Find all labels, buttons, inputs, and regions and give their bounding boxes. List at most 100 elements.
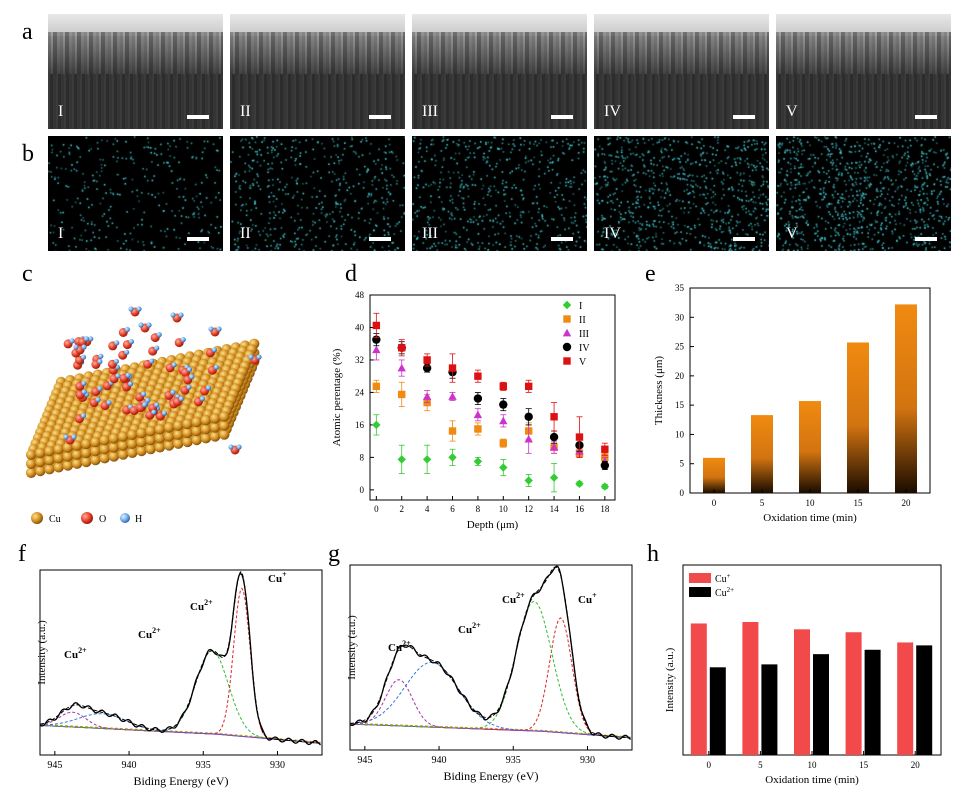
eds-map-V: V <box>776 136 951 251</box>
bar-cu-plus-5 <box>742 622 759 755</box>
legend-label: III <box>579 329 589 340</box>
bar-cu2-plus-0 <box>709 667 726 755</box>
cu-atom <box>136 436 147 448</box>
peak-fit <box>349 661 631 739</box>
h-atom <box>186 384 192 390</box>
data-point-III <box>422 392 432 400</box>
cu-atom <box>209 413 221 424</box>
cu-atom <box>117 440 129 451</box>
h-atom <box>128 339 134 345</box>
cu-atom <box>191 425 202 437</box>
cu-atom <box>62 442 74 453</box>
data-point-IV <box>524 412 533 421</box>
cu-atom <box>182 418 193 430</box>
x-tick-label: 0 <box>707 760 712 770</box>
h-atom <box>88 336 94 342</box>
eds-label: II <box>240 225 251 242</box>
data-point-I <box>524 476 533 485</box>
h-atom <box>81 344 87 350</box>
h-atom <box>138 322 144 328</box>
cu-atom <box>154 424 166 435</box>
cu-atom <box>219 411 230 422</box>
x-tick-label: 20 <box>902 498 912 508</box>
raw-spectrum <box>39 572 321 746</box>
data-point-III <box>372 345 381 354</box>
panel-label-e: e <box>645 261 656 287</box>
x-tick-label: 2 <box>399 504 404 514</box>
data-point-III <box>397 363 406 372</box>
h-atom <box>115 373 121 379</box>
envelope-fit <box>350 566 631 739</box>
data-point-IV <box>499 400 508 409</box>
x-tick-label: 5 <box>760 498 765 508</box>
chart-e-thickness: 0 5 10 15 20 25 30 35 0 5 10 15 20 Oxidation time (mi… <box>653 283 931 524</box>
data-point-I <box>499 463 508 472</box>
data-point-V <box>499 382 507 391</box>
panel-label-a: a <box>22 19 33 45</box>
annotation-cu2-main: Cu2+ <box>190 598 213 613</box>
x-tick-label: 0 <box>712 498 717 508</box>
cu-atom <box>219 420 230 431</box>
cu-atom <box>71 440 83 451</box>
data-point-V <box>448 364 457 372</box>
annotation-cu-plus: Cu+ <box>268 570 287 585</box>
cu-atom <box>191 434 202 446</box>
bar-cu2-plus-5 <box>761 664 778 755</box>
x-tick-label: 18 <box>600 504 610 514</box>
data-point-V <box>601 445 609 453</box>
sem-label: I <box>58 103 64 120</box>
bar-cu-plus-10 <box>794 629 810 755</box>
panel-label-f: f <box>18 541 26 567</box>
legend-label: V <box>579 357 587 368</box>
x-tick-label: 940 <box>122 760 137 771</box>
data-point-III <box>524 434 533 443</box>
data-point-I <box>549 473 559 482</box>
sem-label: IV <box>604 103 621 120</box>
x-tick-label: 0 <box>374 504 379 514</box>
data-point-III <box>549 443 559 451</box>
cu-atom <box>191 416 202 428</box>
legend-swatch <box>689 573 711 583</box>
x-axis-label: Oxidation time (min) <box>763 512 857 524</box>
bar-15 <box>847 342 869 493</box>
annotation-cu2-satellite: Cu2+ <box>388 639 411 654</box>
h-atom <box>236 444 242 450</box>
panel-label-g: g <box>328 541 340 567</box>
eds-label: I <box>58 225 64 242</box>
cu-atom <box>219 429 230 440</box>
y-tick-label: 16 <box>355 420 365 430</box>
cu-atom <box>62 460 74 471</box>
h-atom <box>124 326 130 333</box>
cu-atom <box>209 431 221 442</box>
h-atom <box>83 336 90 342</box>
data-point-V <box>398 344 406 352</box>
sem-label: V <box>786 103 798 120</box>
legend-label: II <box>579 315 586 326</box>
cu-atom <box>90 454 101 466</box>
x-tick-label: 14 <box>550 504 560 514</box>
cu-atom <box>117 431 129 442</box>
peak-fit <box>349 679 631 739</box>
bar-cu-plus-0 <box>690 623 707 755</box>
x-tick-label: 935 <box>506 755 521 766</box>
peak-fit <box>39 650 321 744</box>
peak-fit <box>349 600 631 739</box>
legend-marker <box>562 342 572 352</box>
x-tick-label: 4 <box>425 504 430 514</box>
eds-map-II: II <box>230 136 405 251</box>
scale-bar <box>915 115 937 119</box>
cu-atom <box>53 444 64 455</box>
legend-marker <box>563 357 571 365</box>
cu-atom <box>154 433 166 444</box>
scale-bar <box>187 237 209 241</box>
sem-label: II <box>240 103 251 120</box>
panel-label-c: c <box>22 261 33 287</box>
cu-atom <box>200 424 212 435</box>
y-tick-label: 32 <box>355 355 364 365</box>
bar-cu2-plus-15 <box>864 649 881 755</box>
lattice-balls <box>25 306 262 478</box>
scale-bar <box>733 115 755 119</box>
data-point-I <box>372 420 381 430</box>
h-atom <box>205 385 212 391</box>
cu-atom <box>117 449 129 460</box>
